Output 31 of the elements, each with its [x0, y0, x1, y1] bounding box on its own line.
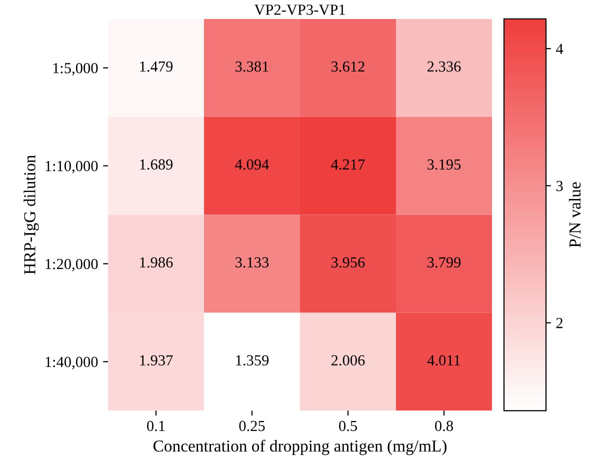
x-tick-label: 0.8	[435, 420, 453, 432]
chart-title: VP2-VP3-VP1	[254, 4, 345, 15]
y-tick-label: 1:20,000	[46, 258, 98, 272]
data-label: 4.011	[427, 355, 460, 366]
data-label: 4.217	[331, 159, 365, 170]
data-label: 2.006	[331, 355, 365, 366]
y-tick-label: 1:10,000	[46, 160, 98, 174]
data-label: 1.689	[140, 159, 173, 170]
y-tick-label: 1:5,000	[53, 62, 98, 76]
data-label: 3.612	[332, 61, 364, 72]
data-label: 1.986	[140, 257, 173, 268]
y-tick-label: 1:40,000	[46, 356, 98, 370]
data-label: 2.336	[427, 61, 461, 72]
data-label: 4.094	[235, 159, 269, 170]
data-label: 3.133	[236, 257, 269, 268]
x-tick-label: 0.1	[147, 420, 165, 432]
color-bar-label: 4	[556, 44, 564, 54]
data-label: 3.799	[428, 257, 461, 268]
data-label: 1.937	[140, 355, 173, 366]
y-axis-title: HRP-IgG dilution	[24, 155, 39, 274]
x-tick-label: 0.25	[239, 420, 265, 432]
x-tick-label: 0.5	[339, 420, 357, 432]
color-bar-label: 3	[556, 180, 563, 192]
data-label: 3.381	[236, 61, 268, 72]
data-label: 3.195	[428, 159, 461, 170]
data-label: 3.956	[332, 257, 365, 268]
x-axis-title: Concentration of dropping antigen (mg/mL)	[153, 440, 446, 456]
data-label: 1.359	[236, 355, 269, 366]
color-bar-label: 2	[556, 318, 563, 328]
color-bar-title: P/N value	[568, 182, 581, 248]
data-label: 1.479	[140, 61, 173, 72]
